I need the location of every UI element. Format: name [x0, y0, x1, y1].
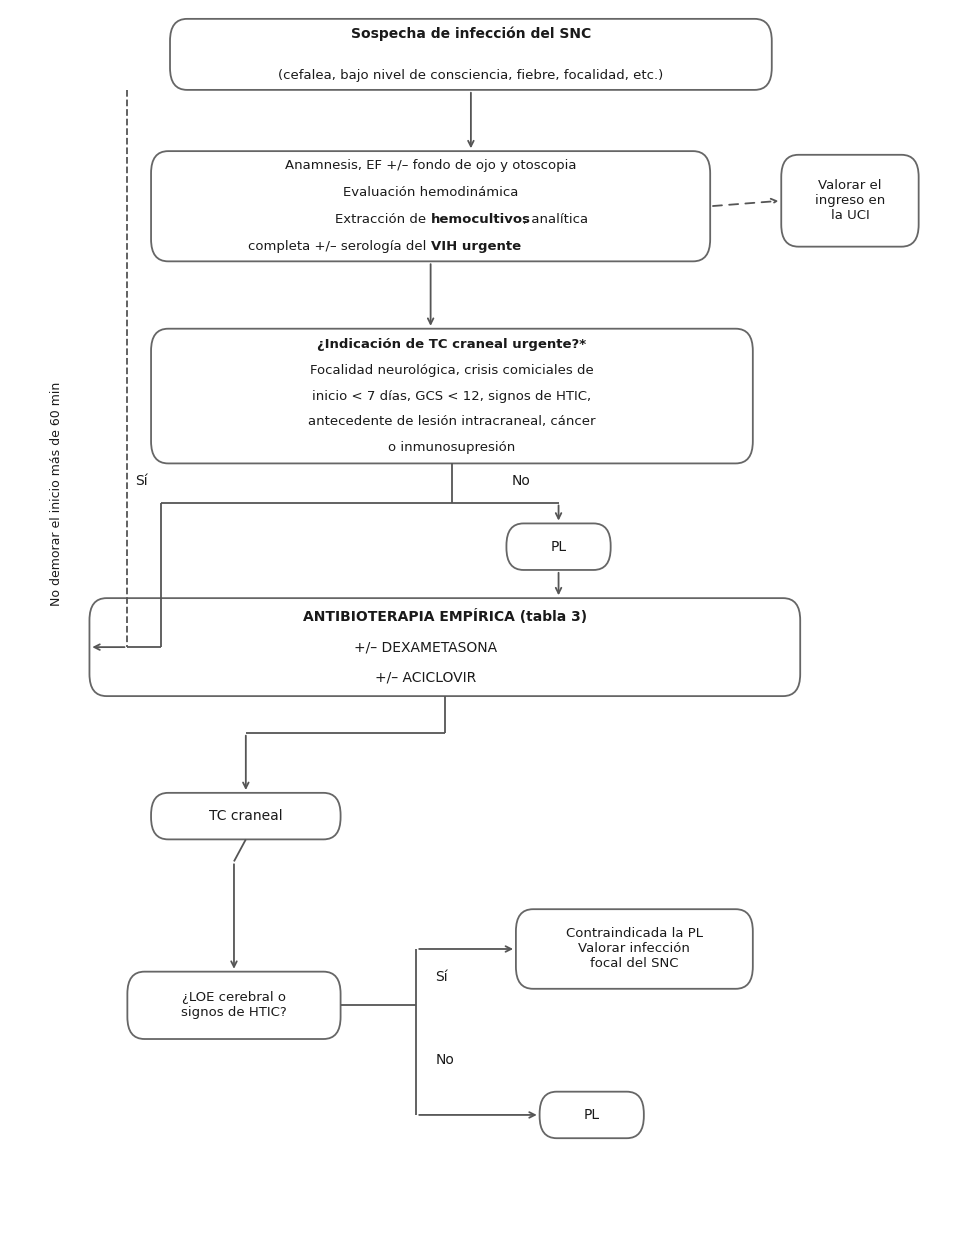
Text: ANTIBIOTERAPIA EMPÍRICA (tabla 3): ANTIBIOTERAPIA EMPÍRICA (tabla 3)	[303, 609, 587, 624]
Text: Focalidad neurológica, crisis comiciales de: Focalidad neurológica, crisis comiciales…	[310, 364, 594, 377]
Text: Sospecha de infección del SNC: Sospecha de infección del SNC	[351, 26, 591, 41]
Text: Evaluación hemodinámica: Evaluación hemodinámica	[343, 186, 518, 200]
Text: Anamnesis, EF +/– fondo de ojo y otoscopia: Anamnesis, EF +/– fondo de ojo y otoscop…	[285, 159, 576, 173]
Text: PL: PL	[584, 1108, 599, 1122]
Text: (cefalea, bajo nivel de consciencia, fiebre, focalidad, etc.): (cefalea, bajo nivel de consciencia, fie…	[278, 69, 663, 81]
Text: , analítica: , analítica	[524, 213, 589, 226]
FancyBboxPatch shape	[151, 793, 340, 840]
Text: antecedente de lesión intracraneal, cáncer: antecedente de lesión intracraneal, cánc…	[308, 416, 596, 428]
Text: completa +/– serología del: completa +/– serología del	[248, 240, 430, 253]
FancyBboxPatch shape	[539, 1091, 643, 1138]
Text: Sí: Sí	[435, 970, 448, 984]
FancyBboxPatch shape	[90, 598, 800, 697]
FancyBboxPatch shape	[151, 329, 752, 464]
Text: ¿LOE cerebral o
signos de HTIC?: ¿LOE cerebral o signos de HTIC?	[181, 991, 287, 1020]
FancyBboxPatch shape	[170, 18, 771, 90]
Text: inicio < 7 días, GCS < 12, signos de HTIC,: inicio < 7 días, GCS < 12, signos de HTI…	[313, 390, 592, 402]
Text: No demorar el inicio más de 60 min: No demorar el inicio más de 60 min	[50, 382, 63, 607]
Text: o inmunosupresión: o inmunosupresión	[388, 441, 515, 454]
Text: Sí: Sí	[135, 473, 148, 488]
Text: +/– ACICLOVIR: +/– ACICLOVIR	[376, 671, 476, 684]
FancyBboxPatch shape	[127, 972, 340, 1039]
Text: VIH urgente: VIH urgente	[430, 240, 521, 253]
FancyBboxPatch shape	[516, 909, 752, 989]
Text: TC craneal: TC craneal	[209, 809, 283, 824]
FancyBboxPatch shape	[507, 524, 611, 570]
FancyBboxPatch shape	[151, 152, 710, 261]
Text: Contraindicada la PL
Valorar infección
focal del SNC: Contraindicada la PL Valorar infección f…	[566, 927, 703, 970]
Text: Extracción de: Extracción de	[336, 213, 430, 226]
Text: hemocultivos: hemocultivos	[430, 213, 531, 226]
Text: Valorar el
ingreso en
la UCI: Valorar el ingreso en la UCI	[815, 179, 885, 222]
Text: ¿Indicación de TC craneal urgente?*: ¿Indicación de TC craneal urgente?*	[317, 338, 586, 351]
Text: +/– DEXAMETASONA: +/– DEXAMETASONA	[355, 640, 497, 655]
Text: No: No	[435, 1053, 454, 1067]
Text: PL: PL	[551, 540, 567, 554]
FancyBboxPatch shape	[781, 155, 919, 247]
Text: No: No	[511, 473, 530, 488]
